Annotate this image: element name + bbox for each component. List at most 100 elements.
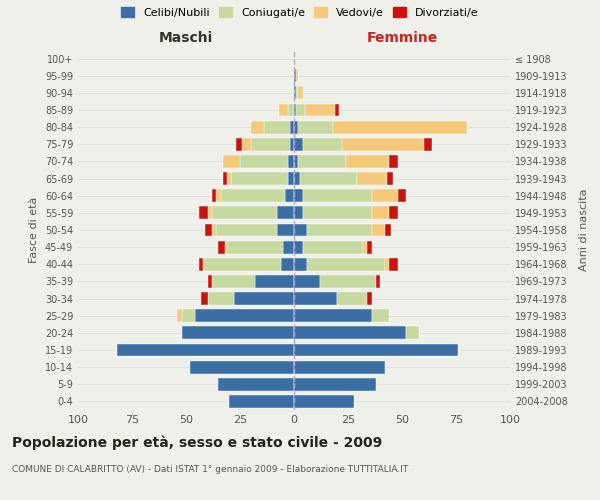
Bar (203, 258, 281, 270)
Bar (294, 310, 372, 322)
Bar (290, 120, 294, 134)
Bar (212, 206, 277, 220)
Bar (294, 395, 355, 408)
Bar (385, 258, 389, 270)
Bar (294, 360, 385, 374)
Bar (307, 224, 372, 236)
Bar (201, 292, 208, 305)
Bar (225, 240, 227, 254)
Bar (287, 104, 294, 117)
Bar (216, 224, 277, 236)
Bar (294, 155, 298, 168)
Bar (190, 360, 294, 374)
Bar (212, 224, 216, 236)
Bar (117, 344, 294, 356)
Bar (320, 275, 376, 288)
Legend: Celibi/Nubili, Coniugati/e, Vedovi/e, Divorziati/e: Celibi/Nubili, Coniugati/e, Vedovi/e, Di… (117, 2, 483, 22)
Bar (208, 275, 212, 288)
Bar (240, 155, 287, 168)
Bar (294, 224, 307, 236)
Bar (294, 258, 307, 270)
Bar (301, 172, 356, 185)
Bar (182, 326, 294, 340)
Bar (389, 206, 398, 220)
Bar (227, 240, 283, 254)
Bar (294, 292, 337, 305)
Bar (212, 275, 255, 288)
Bar (389, 155, 398, 168)
Bar (294, 344, 458, 356)
Bar (255, 275, 294, 288)
Bar (290, 138, 294, 150)
Bar (294, 138, 302, 150)
Bar (367, 292, 372, 305)
Bar (294, 275, 320, 288)
Bar (205, 224, 212, 236)
Bar (251, 138, 290, 150)
Bar (296, 104, 305, 117)
Bar (302, 190, 372, 202)
Text: Maschi: Maschi (159, 31, 213, 45)
Bar (294, 104, 296, 117)
Bar (367, 240, 372, 254)
Bar (424, 138, 432, 150)
Bar (279, 104, 287, 117)
Bar (287, 155, 294, 168)
Bar (236, 138, 242, 150)
Bar (283, 240, 294, 254)
Bar (389, 258, 398, 270)
Bar (223, 172, 227, 185)
Bar (199, 258, 203, 270)
Bar (356, 172, 387, 185)
Bar (216, 190, 221, 202)
Bar (335, 104, 340, 117)
Y-axis label: Fasce di età: Fasce di età (29, 197, 39, 263)
Y-axis label: Anni di nascita: Anni di nascita (579, 188, 589, 271)
Bar (294, 172, 301, 185)
Bar (296, 70, 298, 82)
Bar (372, 190, 398, 202)
Bar (363, 240, 367, 254)
Bar (307, 258, 385, 270)
Bar (372, 224, 385, 236)
Bar (406, 326, 419, 340)
Bar (398, 190, 406, 202)
Bar (298, 155, 346, 168)
Bar (286, 190, 294, 202)
Bar (182, 310, 194, 322)
Bar (281, 258, 294, 270)
Bar (251, 120, 264, 134)
Bar (264, 120, 290, 134)
Bar (337, 292, 367, 305)
Bar (294, 120, 298, 134)
Text: Femmine: Femmine (367, 31, 437, 45)
Bar (294, 206, 302, 220)
Bar (233, 292, 294, 305)
Bar (242, 138, 251, 150)
Bar (218, 240, 225, 254)
Bar (218, 378, 294, 390)
Bar (296, 86, 298, 100)
Bar (199, 206, 208, 220)
Bar (346, 155, 389, 168)
Bar (178, 310, 182, 322)
Bar (305, 104, 335, 117)
Bar (208, 206, 212, 220)
Bar (294, 378, 376, 390)
Bar (333, 120, 467, 134)
Text: COMUNE DI CALABRITTO (AV) - Dati ISTAT 1° gennaio 2009 - Elaborazione TUTTITALIA: COMUNE DI CALABRITTO (AV) - Dati ISTAT 1… (12, 465, 408, 474)
Bar (294, 86, 296, 100)
Bar (298, 120, 333, 134)
Bar (227, 172, 232, 185)
Bar (372, 206, 389, 220)
Bar (387, 172, 394, 185)
Bar (302, 138, 341, 150)
Bar (294, 326, 406, 340)
Bar (277, 224, 294, 236)
Bar (223, 155, 240, 168)
Bar (232, 172, 287, 185)
Bar (302, 240, 363, 254)
Bar (287, 172, 294, 185)
Bar (212, 190, 216, 202)
Text: Popolazione per età, sesso e stato civile - 2009: Popolazione per età, sesso e stato civil… (12, 435, 382, 450)
